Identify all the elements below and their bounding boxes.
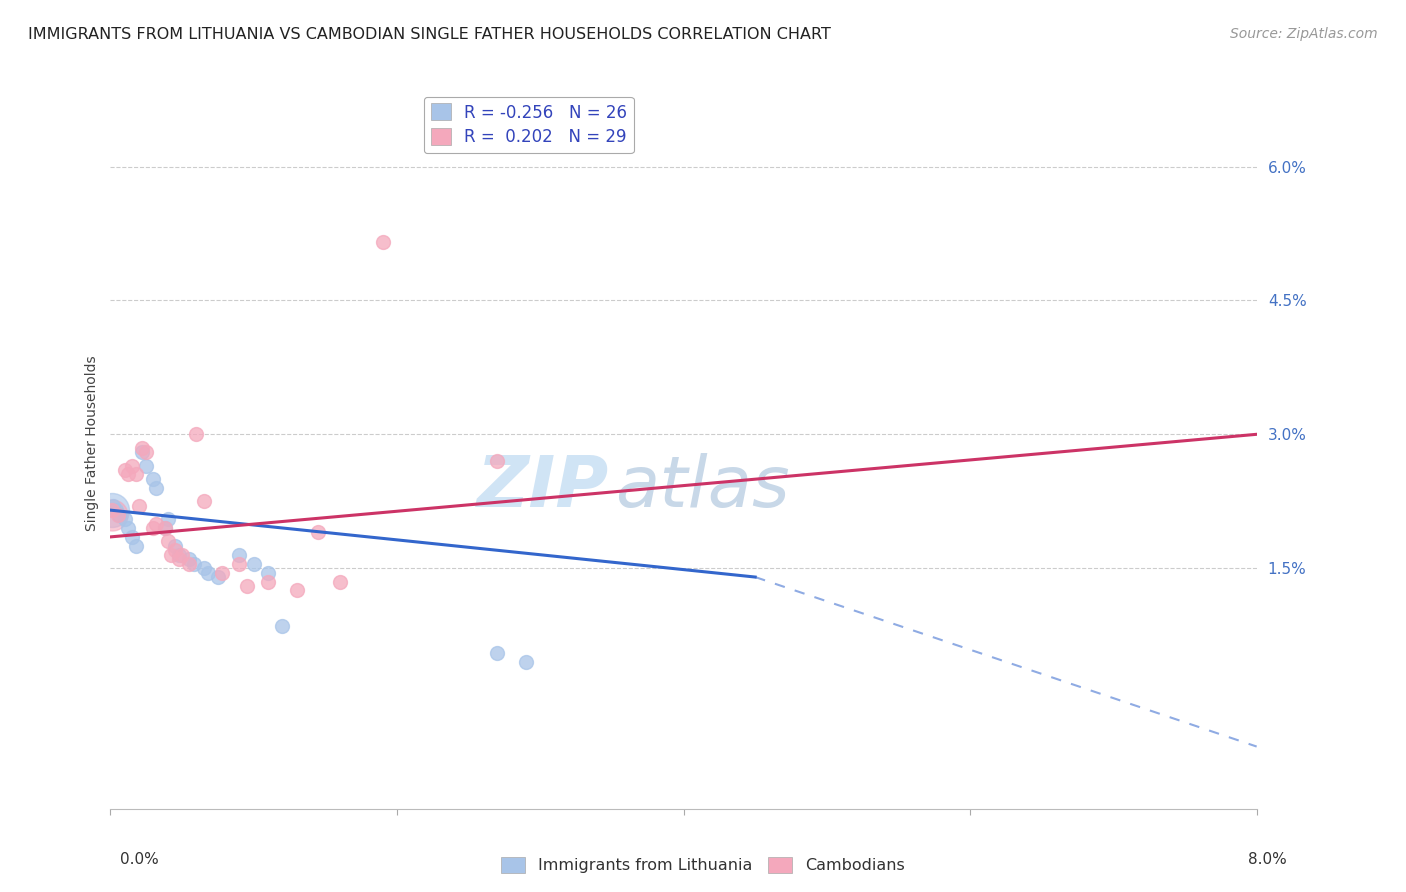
Point	[101, 503, 124, 517]
Legend: Immigrants from Lithuania, Cambodians: Immigrants from Lithuania, Cambodians	[495, 850, 911, 880]
Point	[114, 512, 136, 526]
Point	[108, 508, 131, 522]
Point	[170, 548, 193, 562]
Point	[103, 499, 125, 513]
Point	[486, 646, 509, 660]
Point	[183, 557, 205, 571]
Point	[197, 566, 219, 580]
Point	[128, 499, 150, 513]
Point	[163, 543, 186, 558]
Point	[207, 570, 229, 584]
Point	[179, 557, 201, 571]
Point	[193, 494, 215, 508]
Point	[156, 512, 179, 526]
Point	[257, 566, 280, 580]
Point	[142, 472, 165, 486]
Text: Source: ZipAtlas.com: Source: ZipAtlas.com	[1230, 27, 1378, 41]
Point	[145, 516, 167, 531]
Point	[153, 521, 176, 535]
Point	[371, 235, 394, 250]
Point	[242, 557, 264, 571]
Point	[186, 427, 208, 442]
Point	[101, 508, 124, 522]
Point	[114, 463, 136, 477]
Point	[515, 655, 537, 669]
Point	[121, 530, 143, 544]
Text: 8.0%: 8.0%	[1247, 852, 1286, 867]
Point	[235, 579, 257, 593]
Point	[285, 583, 308, 598]
Point	[135, 458, 157, 473]
Text: 0.0%: 0.0%	[120, 852, 159, 867]
Point	[159, 548, 181, 562]
Point	[257, 574, 280, 589]
Point	[105, 503, 128, 517]
Point	[271, 619, 294, 633]
Point	[167, 548, 190, 562]
Text: IMMIGRANTS FROM LITHUANIA VS CAMBODIAN SINGLE FATHER HOUSEHOLDS CORRELATION CHAR: IMMIGRANTS FROM LITHUANIA VS CAMBODIAN S…	[28, 27, 831, 42]
Point	[117, 467, 139, 482]
Point	[131, 441, 153, 455]
Point	[135, 445, 157, 459]
Point	[125, 539, 148, 553]
Y-axis label: Single Father Households: Single Father Households	[86, 355, 100, 531]
Point	[131, 445, 153, 459]
Text: ZIP: ZIP	[477, 452, 609, 522]
Point	[307, 525, 329, 540]
Point	[156, 534, 179, 549]
Point	[329, 574, 352, 589]
Point	[117, 521, 139, 535]
Point	[163, 539, 186, 553]
Point	[142, 521, 165, 535]
Point	[228, 548, 250, 562]
Point	[486, 454, 509, 468]
Legend: R = -0.256   N = 26, R =  0.202   N = 29: R = -0.256 N = 26, R = 0.202 N = 29	[425, 96, 634, 153]
Point	[121, 458, 143, 473]
Point	[145, 481, 167, 495]
Point	[107, 508, 129, 522]
Point	[228, 557, 250, 571]
Point	[211, 566, 233, 580]
Point	[125, 467, 148, 482]
Point	[167, 552, 190, 566]
Point	[153, 521, 176, 535]
Point	[179, 552, 201, 566]
Text: atlas: atlas	[614, 452, 789, 522]
Point	[101, 503, 124, 517]
Point	[193, 561, 215, 575]
